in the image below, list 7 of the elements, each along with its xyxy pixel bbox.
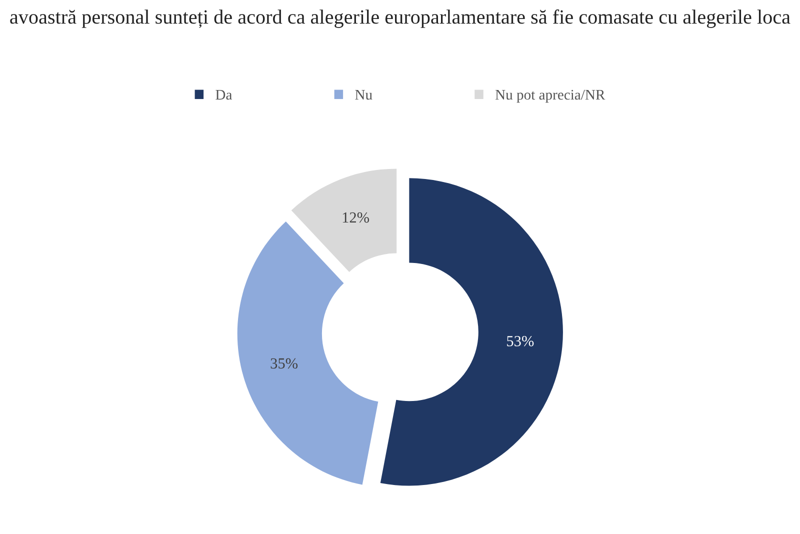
- data-label: 35%: [270, 358, 298, 369]
- chart-title: avoastră personal sunteți de acord ca alegerile europarlamentare să fie comasate cu alegerile loca: [10, 9, 790, 28]
- legend-label: Nu pot aprecia/NR: [495, 90, 606, 103]
- legend-label: Da: [216, 90, 232, 100]
- data-label: 12%: [342, 212, 370, 223]
- data-label: 53%: [507, 336, 534, 346]
- legend-label: Nu: [355, 90, 372, 100]
